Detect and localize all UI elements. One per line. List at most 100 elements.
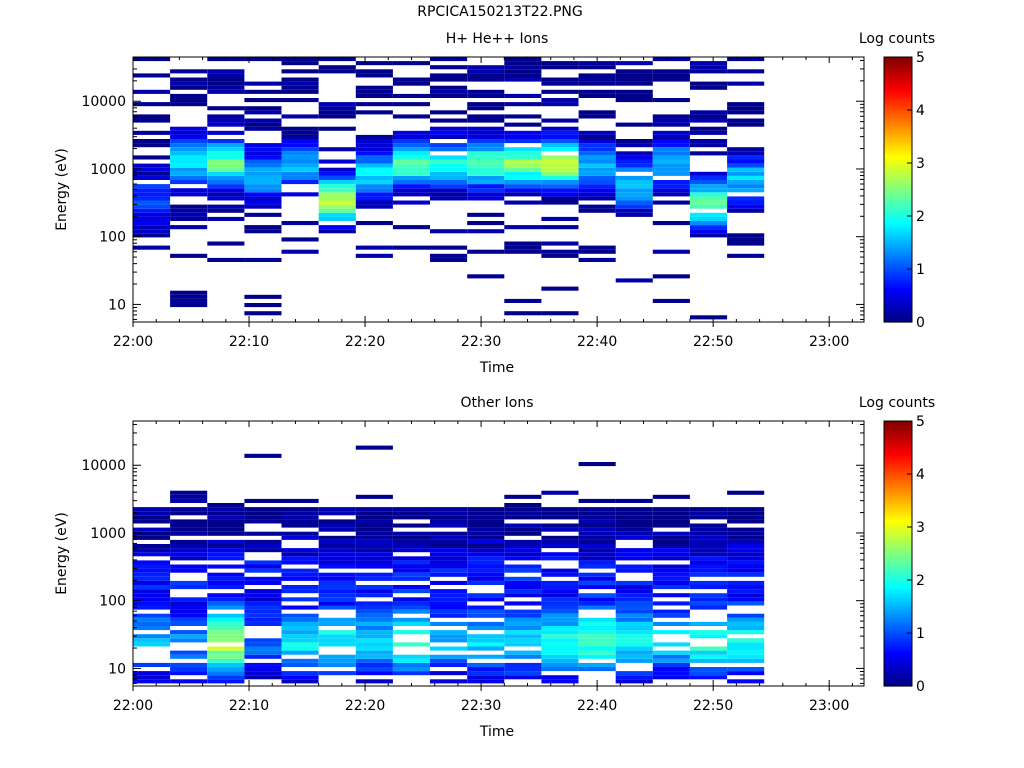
heatmap-cell (355, 494, 393, 499)
heatmap-cell (392, 81, 430, 86)
heatmap-cell (541, 634, 579, 639)
colorbar-segment (884, 455, 912, 459)
heatmap-cell (541, 613, 579, 618)
heatmap-cell (170, 77, 208, 82)
heatmap-cell (504, 638, 542, 643)
heatmap-cell (615, 175, 653, 180)
colorbar-segment (884, 70, 912, 74)
colorbar-segment (884, 64, 912, 69)
heatmap-cell (578, 171, 616, 176)
colorbar-segment (884, 99, 912, 103)
heatmap-cell (281, 175, 319, 180)
heatmap-cell (392, 572, 430, 577)
heatmap-cell (690, 175, 728, 180)
heatmap-cell (133, 216, 171, 221)
colorbar-segment (884, 239, 912, 244)
heatmap-cell (318, 671, 356, 676)
colorbar-tick-label: 5 (916, 50, 925, 66)
heatmap-cell (727, 122, 765, 127)
heatmap-cell (652, 650, 690, 655)
heatmap-cell (615, 646, 653, 651)
heatmap-cell (392, 192, 430, 197)
heatmap-cell (430, 654, 468, 659)
heatmap-cell (392, 77, 430, 82)
heatmap-cell (355, 621, 393, 626)
heatmap-cell (578, 65, 616, 70)
heatmap-cell (430, 601, 468, 606)
heatmap-cell (578, 519, 616, 524)
colorbar-segment (884, 176, 912, 180)
heatmap-cell (244, 617, 282, 622)
heatmap-cell (541, 171, 579, 176)
heatmap-cell (170, 494, 208, 499)
heatmap-cell (727, 208, 765, 213)
heatmap-cell (578, 204, 616, 209)
heatmap-cell (281, 568, 319, 573)
heatmap-cell (430, 57, 468, 62)
heatmap-cell (281, 89, 319, 94)
heatmap-cell (170, 159, 208, 164)
heatmap-cell (578, 139, 616, 144)
colorbar-segment (884, 460, 912, 464)
heatmap-cell (133, 163, 171, 168)
heatmap-cell (615, 585, 653, 590)
heatmap-cell (467, 221, 505, 226)
colorbar-segment (884, 436, 912, 441)
colorbar-segment (884, 542, 912, 547)
heatmap-cell (170, 662, 208, 667)
colorbar-segment (884, 439, 912, 443)
heatmap-cell (207, 597, 245, 602)
heatmap-cell (133, 552, 171, 557)
heatmap-cell (281, 613, 319, 618)
heatmap-cell (207, 257, 245, 262)
heatmap-cell (392, 139, 430, 144)
heatmap-cell (170, 667, 208, 672)
heatmap-cell (281, 650, 319, 655)
heatmap-cell (578, 548, 616, 553)
heatmap-cell (355, 196, 393, 201)
heatmap-cell (578, 572, 616, 577)
heatmap-cell (281, 85, 319, 90)
heatmap-cell (615, 155, 653, 160)
heatmap-cell (244, 311, 282, 316)
heatmap-cell (430, 613, 468, 618)
heatmap-cell (690, 572, 728, 577)
heatmap-cell (170, 544, 208, 549)
colorbar-segment (884, 590, 912, 594)
heatmap-cell (652, 249, 690, 254)
colorbar-segment (884, 157, 912, 161)
heatmap-cell (652, 98, 690, 103)
heatmap-cell (727, 519, 765, 524)
heatmap-cell (467, 679, 505, 684)
heatmap-cell (170, 654, 208, 659)
heatmap-cell (652, 593, 690, 598)
heatmap-cell (170, 539, 208, 544)
colorbar-segment (884, 513, 912, 517)
colorbar-segment (884, 580, 912, 584)
heatmap-cell (355, 564, 393, 569)
heatmap-cell (207, 147, 245, 152)
heatmap-cell (133, 585, 171, 590)
heatmap-cell (133, 597, 171, 602)
heatmap-cell (727, 490, 765, 495)
heatmap-cell (652, 118, 690, 123)
heatmap-cell (652, 667, 690, 672)
heatmap-cell (244, 212, 282, 217)
heatmap-cell (207, 89, 245, 94)
heatmap-cell (133, 613, 171, 618)
colorbar-segment (884, 78, 912, 82)
colorbar-tick-label: 5 (916, 414, 925, 430)
heatmap-cell (318, 184, 356, 189)
heatmap-cell (727, 253, 765, 258)
colorbar-segment (884, 112, 912, 116)
heatmap-cell (727, 556, 765, 561)
heatmap-cell (207, 617, 245, 622)
heatmap-cell (355, 253, 393, 258)
heatmap-cell (244, 609, 282, 614)
colorbar-segment (884, 83, 912, 87)
heatmap-cell (615, 617, 653, 622)
heatmap-cell (504, 155, 542, 160)
heatmap-cell (244, 163, 282, 168)
heatmap-cell (430, 159, 468, 164)
